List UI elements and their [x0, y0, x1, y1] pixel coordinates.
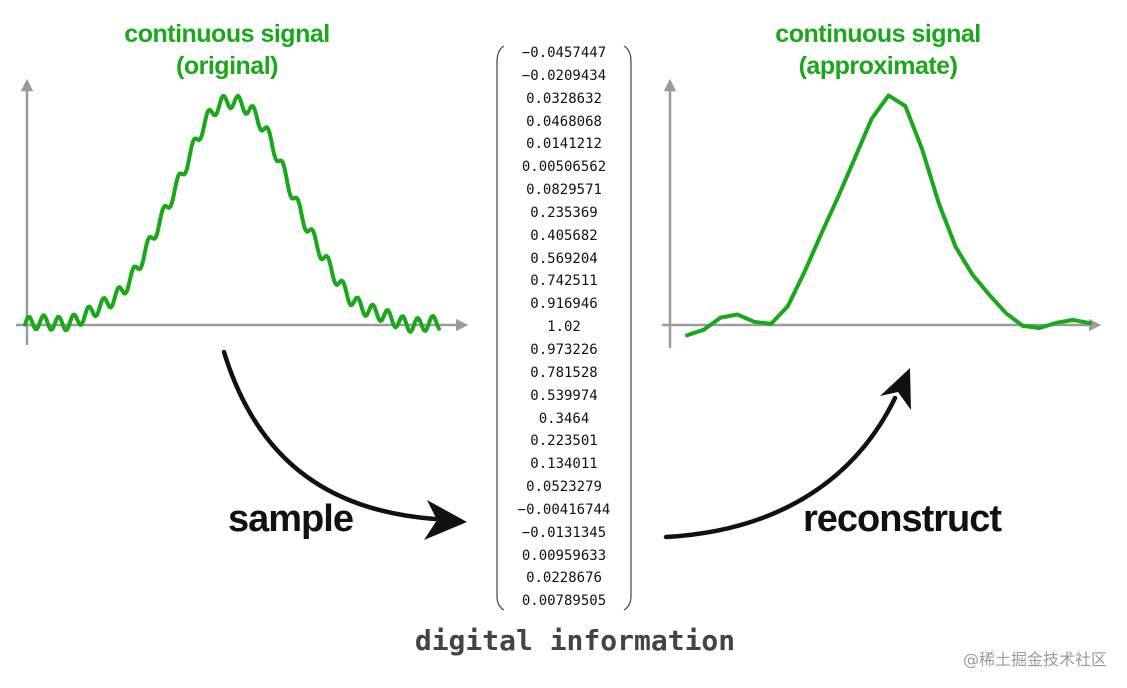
- sample-value: 0.134011: [530, 456, 598, 473]
- sample-value: 0.00959633: [521, 547, 607, 564]
- sample-value: 0.0829571: [526, 182, 602, 199]
- approximate-signal-title: continuous signal (approximate): [728, 18, 1028, 82]
- reconstruct-arrow: [663, 368, 911, 540]
- sample-arrow: [221, 349, 467, 540]
- sample-values-column: −0.0457447 −0.0209434 0.0328632 0.0468068 0.…: [498, 42, 630, 613]
- original-title-line2: (original): [176, 52, 278, 80]
- sample-arrow-shaft: [221, 349, 438, 522]
- sample-label: sample: [228, 498, 354, 540]
- sample-value: 0.223501: [530, 433, 598, 450]
- left-bracket: [496, 45, 505, 611]
- right-bracket: [623, 45, 632, 611]
- approximate-title-line1: continuous signal: [775, 20, 981, 48]
- sample-value: 0.569204: [530, 250, 598, 267]
- sample-value: 0.235369: [530, 204, 598, 221]
- approximate-title-line2: (approximate): [798, 52, 958, 80]
- sample-value: 0.973226: [530, 341, 598, 358]
- sample-value: 0.0468068: [526, 113, 602, 130]
- sample-value: 0.00789505: [521, 593, 607, 610]
- sample-value: −0.0131345: [521, 524, 607, 541]
- sample-value: −0.0457447: [521, 45, 607, 61]
- sample-value: 1.02: [547, 319, 581, 336]
- reconstruct-label: reconstruct: [803, 498, 1002, 540]
- sample-value: 0.0328632: [526, 90, 602, 107]
- sample-arrow-head: [424, 500, 467, 540]
- sample-value: −0.00416744: [517, 501, 611, 518]
- reconstruct-arrow-shaft: [663, 395, 898, 540]
- sample-value: −0.0209434: [521, 67, 607, 84]
- sample-value: 0.539974: [530, 387, 598, 404]
- watermark: @稀土掘金技术社区: [962, 650, 1107, 669]
- sample-value: 0.742511: [530, 273, 598, 290]
- original-signal-title: continuous signal (original): [77, 18, 377, 82]
- sample-value: 0.0523279: [526, 479, 602, 496]
- sample-value: 0.0228676: [526, 570, 602, 587]
- approximate-signal-curve: [685, 93, 1092, 338]
- sample-value: 0.781528: [530, 364, 598, 381]
- sample-value: 0.00506562: [521, 159, 607, 176]
- original-signal-curve: [23, 93, 441, 334]
- approximate-signal-axes: [662, 78, 1102, 348]
- original-title-line1: continuous signal: [124, 20, 330, 48]
- digital-information-label: digital information: [414, 624, 736, 657]
- sample-value: 0.0141212: [526, 136, 602, 153]
- sample-value: 0.3464: [538, 410, 590, 427]
- sample-value: 0.405682: [530, 227, 598, 244]
- sample-value: 0.916946: [530, 296, 598, 313]
- original-signal-axes: [16, 78, 469, 345]
- reconstruct-arrow-head: [880, 368, 911, 410]
